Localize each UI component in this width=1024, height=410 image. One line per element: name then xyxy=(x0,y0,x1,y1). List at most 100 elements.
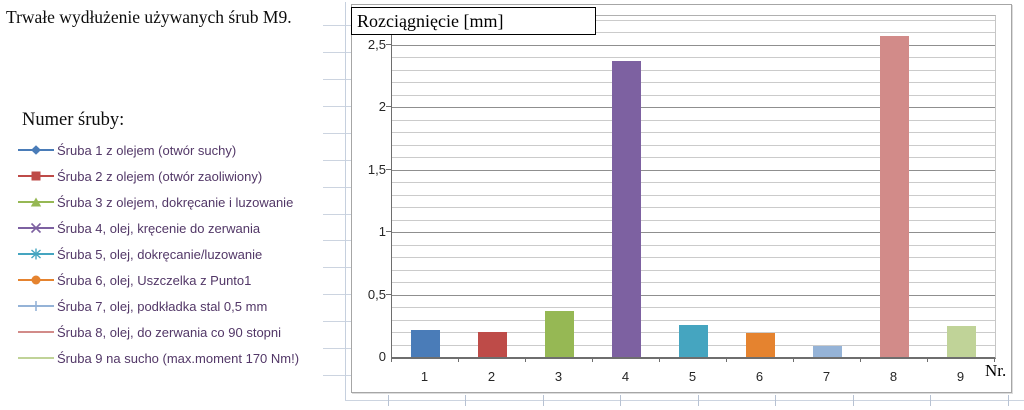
gridline-minor xyxy=(392,69,995,71)
x-axis-tick xyxy=(860,358,861,362)
y-axis-tick xyxy=(386,231,391,233)
y-axis-tick-label: 1,5 xyxy=(367,161,386,177)
y-axis-tick xyxy=(386,106,391,108)
legend-item-3: Śruba 3 z olejem, dokręcanie i luzowanie xyxy=(18,189,299,215)
gridline-minor xyxy=(392,144,995,146)
gridline-minor xyxy=(392,307,995,309)
x-axis-tick xyxy=(592,358,593,362)
worksheet-row-line xyxy=(345,400,1024,401)
x-axis-tick xyxy=(726,358,727,362)
gridline-minor xyxy=(392,319,995,321)
worksheet-column-tick xyxy=(853,395,854,406)
gridline-major xyxy=(392,107,995,109)
x-axis-category-label: 1 xyxy=(420,369,429,384)
gridline-minor xyxy=(392,57,995,59)
gridline-minor xyxy=(392,219,995,221)
gridline-minor xyxy=(392,257,995,259)
plus-marker-icon xyxy=(18,301,54,311)
square-marker-icon xyxy=(18,171,54,181)
asterisk-marker-icon xyxy=(18,248,54,260)
y-axis-tick-label: 1 xyxy=(378,224,386,240)
gridline-minor xyxy=(392,282,995,284)
worksheet-row-line xyxy=(323,294,351,295)
legend-item-8: Śruba 8, olej, do zerwania co 90 stopni xyxy=(18,319,299,345)
legend-item-4: Śruba 4, olej, kręcenie do zerwania xyxy=(18,215,299,241)
triangle-marker-icon xyxy=(18,197,54,207)
x-axis-title: Nr. xyxy=(985,361,1007,380)
worksheet-row-line xyxy=(323,321,351,322)
page-title: Trwałe wydłużenie używanych śrub M9. xyxy=(6,7,292,27)
gridline-major xyxy=(392,232,995,234)
worksheet-row-line xyxy=(323,106,351,107)
legend-item-label: Śruba 5, olej, dokręcanie/luzowanie xyxy=(57,246,263,262)
legend-item-label: Śruba 4, olej, kręcenie do zerwania xyxy=(57,220,261,236)
legend-item-label: Śruba 3 z olejem, dokręcanie i luzowanie xyxy=(57,194,294,210)
bar-8 xyxy=(880,36,909,357)
worksheet-row-line xyxy=(323,375,351,376)
gridline-minor xyxy=(392,182,995,184)
x-axis-tick xyxy=(793,358,794,362)
worksheet-row-line xyxy=(323,214,351,215)
bar-9 xyxy=(947,325,976,357)
line-marker-icon xyxy=(18,357,54,359)
worksheet-row-line xyxy=(323,133,351,134)
gridline-major xyxy=(392,294,995,296)
x-axis-category-label: 5 xyxy=(688,369,697,384)
worksheet-column-tick xyxy=(620,395,621,406)
gridline-minor xyxy=(392,194,995,196)
worksheet-row-line xyxy=(323,187,351,188)
worksheet-row-line xyxy=(323,348,351,349)
chart-title: Rozciągnięcie [mm] xyxy=(351,7,596,35)
gridline-minor xyxy=(392,269,995,271)
x-axis-category-label: 9 xyxy=(956,369,965,384)
x-axis-category-label: 2 xyxy=(487,369,496,384)
worksheet-row-line xyxy=(323,240,351,241)
legend-item-label: Śruba 7, olej, podkładka stal 0,5 mm xyxy=(57,298,268,314)
x-marker-icon xyxy=(18,222,54,234)
y-axis-tick xyxy=(386,293,391,295)
x-axis-category-label: 8 xyxy=(889,369,898,384)
worksheet-row-line xyxy=(323,160,351,161)
gridline-minor xyxy=(392,207,995,209)
legend-item-7: Śruba 7, olej, podkładka stal 0,5 mm xyxy=(18,293,299,319)
gridline-minor xyxy=(392,19,995,21)
legend-item-label: Śruba 9 na sucho (max.moment 170 Nm!) xyxy=(57,350,300,366)
x-axis-category-label: 3 xyxy=(554,369,563,384)
legend-item-1: Śruba 1 z olejem (otwór suchy) xyxy=(18,137,299,163)
bar-3 xyxy=(545,310,574,357)
x-axis-category-label: 6 xyxy=(755,369,764,384)
worksheet-column-tick xyxy=(465,395,466,406)
bar-chart: Rozciągnięcie [mm] Nr. 0 0,5 1 1,5 2 2,5 1 2 3 4 5… xyxy=(351,4,1012,393)
worksheet-row-line xyxy=(323,25,351,26)
worksheet-column-tick xyxy=(775,395,776,406)
bar-1 xyxy=(411,329,440,357)
legend-heading: Numer śruby: xyxy=(22,110,125,130)
x-axis-tick xyxy=(659,358,660,362)
x-axis-category-label: 7 xyxy=(822,369,831,384)
worksheet-column-tick xyxy=(930,395,931,406)
worksheet-row-line xyxy=(323,79,351,80)
legend-item-label: Śruba 2 z olejem (otwór zaoliwiony) xyxy=(57,168,263,184)
diamond-marker-icon xyxy=(18,145,54,155)
legend-item-label: Śruba 8, olej, do zerwania co 90 stopni xyxy=(57,324,282,340)
gridline-minor xyxy=(392,244,995,246)
worksheet-column-tick xyxy=(1008,395,1009,406)
x-axis-tick xyxy=(458,358,459,362)
worksheet-column-tick xyxy=(388,395,389,406)
bar-5 xyxy=(679,324,708,357)
gridline-minor xyxy=(392,32,995,34)
legend: Śruba 1 z olejem (otwór suchy) Śruba 2 z … xyxy=(18,137,299,371)
circle-marker-icon xyxy=(18,275,54,285)
worksheet-row-line xyxy=(323,267,351,268)
plot-area xyxy=(391,15,996,359)
bar-7 xyxy=(813,345,842,357)
x-axis-category-label: 4 xyxy=(621,369,630,384)
y-axis-tick-label: 0,5 xyxy=(367,286,386,302)
x-axis-tick xyxy=(391,358,392,362)
x-axis-tick xyxy=(927,358,928,362)
gridline-minor xyxy=(392,157,995,159)
x-axis-tick xyxy=(994,358,995,362)
gridline-major xyxy=(392,169,995,171)
gridline-minor xyxy=(392,94,995,96)
legend-item-5: Śruba 5, olej, dokręcanie/luzowanie xyxy=(18,241,299,267)
